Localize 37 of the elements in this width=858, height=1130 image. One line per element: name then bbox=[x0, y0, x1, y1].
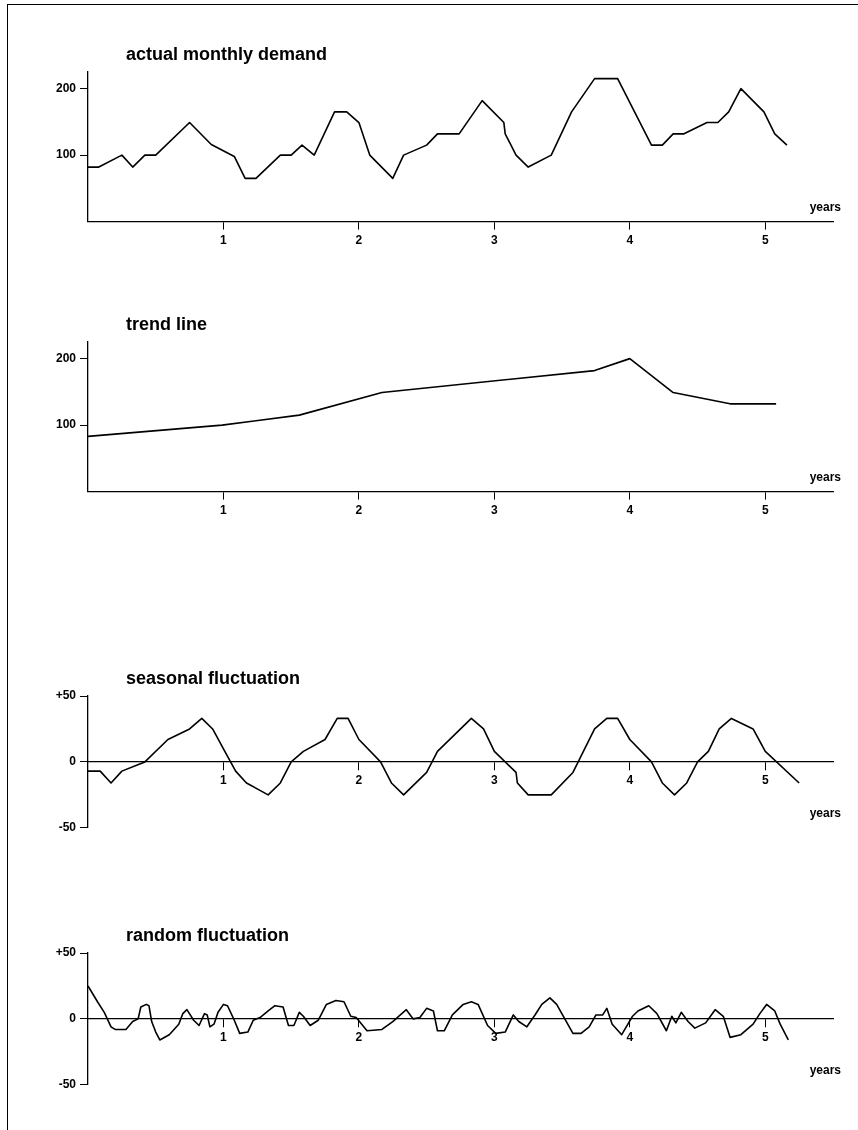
x-axis-title: years bbox=[809, 1063, 842, 1078]
x-tick-label: 3 bbox=[491, 503, 499, 518]
x-tick-label: 1 bbox=[220, 1030, 228, 1045]
y-tick-label: +50 bbox=[55, 945, 77, 960]
x-tick-label: 5 bbox=[761, 773, 769, 788]
x-axis-title: years bbox=[809, 199, 842, 214]
x-axis-title: years bbox=[809, 469, 842, 484]
y-tick-label: 0 bbox=[69, 1011, 77, 1026]
chart-title: actual monthly demand bbox=[126, 44, 328, 64]
y-tick-label: 200 bbox=[55, 80, 77, 95]
y-tick-label: -50 bbox=[58, 1077, 77, 1092]
x-tick-label: 4 bbox=[626, 233, 634, 248]
x-tick-label: 4 bbox=[626, 503, 634, 518]
x-tick-label: 1 bbox=[220, 503, 228, 518]
x-tick-label: 1 bbox=[220, 233, 228, 248]
x-tick-label: 5 bbox=[761, 503, 769, 518]
chart-title: seasonal fluctuation bbox=[126, 668, 301, 688]
y-tick-label: 200 bbox=[55, 350, 77, 365]
x-tick-label: 5 bbox=[761, 1030, 769, 1045]
chart-title: random fluctuation bbox=[126, 925, 289, 945]
x-tick-label: 3 bbox=[491, 773, 499, 788]
y-tick-label: +50 bbox=[55, 688, 77, 703]
x-tick-label: 2 bbox=[355, 503, 363, 518]
x-tick-label: 2 bbox=[355, 233, 363, 248]
x-tick-label: 4 bbox=[626, 773, 634, 788]
x-tick-label: 5 bbox=[761, 233, 769, 248]
x-axis-title: years bbox=[809, 806, 842, 821]
x-tick-label: 3 bbox=[491, 233, 499, 248]
y-tick-label: 100 bbox=[55, 417, 77, 432]
x-tick-label: 2 bbox=[355, 1030, 363, 1045]
x-tick-label: 4 bbox=[626, 1030, 634, 1045]
x-tick-label: 1 bbox=[220, 773, 228, 788]
y-tick-label: -50 bbox=[58, 820, 77, 835]
chart-title: trend line bbox=[126, 314, 208, 334]
y-tick-label: 100 bbox=[55, 147, 77, 162]
y-tick-label: 0 bbox=[69, 754, 77, 769]
x-tick-label: 2 bbox=[355, 773, 363, 788]
